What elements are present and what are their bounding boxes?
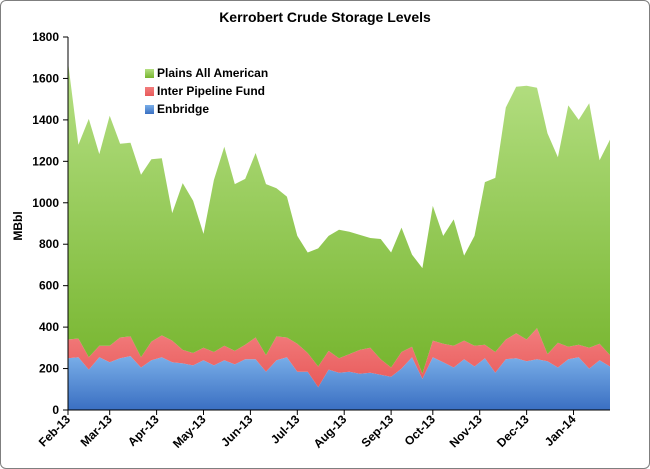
x-tick-label: Jun-13 [218, 412, 255, 449]
x-tick-label: Sep-13 [359, 412, 397, 450]
legend-label-enbridge: Enbridge [157, 102, 209, 116]
x-tick-label: Oct-13 [402, 412, 439, 449]
x-tick-label: Dec-13 [494, 412, 532, 450]
x-tick-label: Nov-13 [447, 412, 485, 450]
x-tick-label: Feb-13 [36, 412, 73, 449]
x-tick-label: May-13 [170, 412, 209, 451]
x-tick-label: Apr-13 [125, 412, 162, 449]
axes-group [67, 37, 610, 411]
x-tick-label: Jan-14 [542, 412, 579, 449]
legend-swatch-inter-pipeline-fund [145, 87, 154, 96]
legend-swatch-plains-all-american [145, 69, 154, 78]
chart-title: Kerrobert Crude Storage Levels [219, 9, 431, 25]
legend: Plains All American Inter Pipeline Fund En… [145, 66, 268, 116]
y-tick-label: 0 [52, 403, 59, 417]
area-inter-pipeline-fund [68, 328, 610, 388]
y-axis-title: MBbl [11, 211, 25, 240]
x-tick-label: Jul-13 [268, 412, 303, 447]
y-tick-label: 600 [39, 279, 59, 293]
legend-swatch-enbridge [145, 105, 154, 114]
y-tick-label: 1800 [32, 30, 59, 44]
legend-label-plains-all-american: Plains All American [157, 66, 268, 80]
x-tick-label: Mar-13 [78, 412, 115, 449]
y-tick-label: 1600 [32, 71, 59, 85]
y-tick-label: 1000 [32, 196, 59, 210]
area-enbridge [68, 356, 610, 410]
y-tick-label: 200 [39, 362, 59, 376]
y-tick-label: 1200 [32, 154, 59, 168]
y-tick-label: 400 [39, 320, 59, 334]
x-tick-label: Aug-13 [311, 412, 350, 451]
legend-label-inter-pipeline-fund: Inter Pipeline Fund [157, 84, 265, 98]
y-tick-labels: 0 200 400 600 800 1000 1200 1400 1600 1800 [32, 30, 68, 417]
y-tick-label: 800 [39, 237, 59, 251]
area-series-group [68, 61, 610, 410]
y-tick-label: 1400 [32, 113, 59, 127]
area-plains-all-american [68, 61, 610, 374]
x-tick-labels: Feb-13 Mar-13 Apr-13 May-13 Jun-13 Jul-13 Aug-… [36, 410, 579, 451]
